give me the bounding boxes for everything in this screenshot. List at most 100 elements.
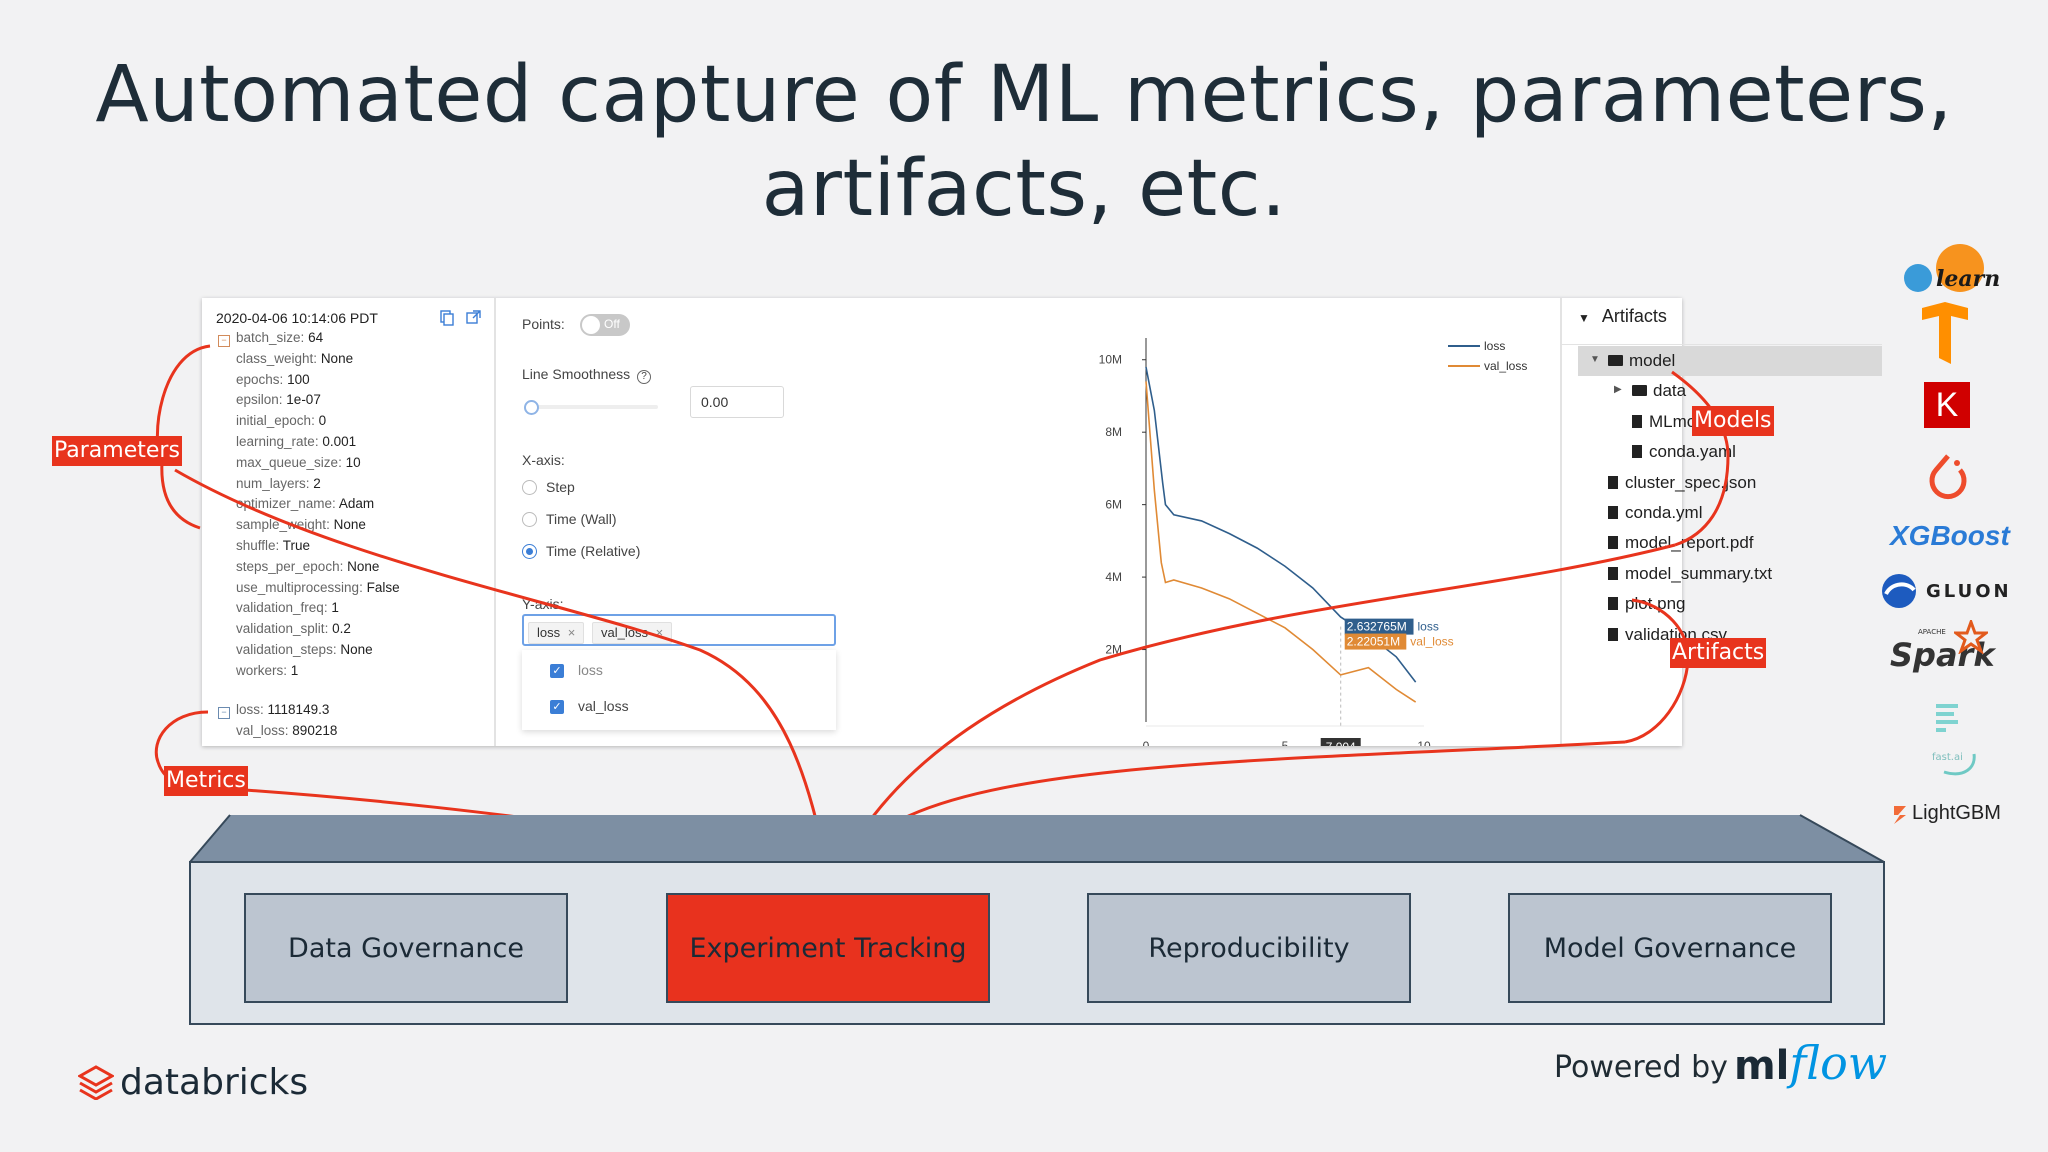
points-toggle[interactable]: Off bbox=[580, 314, 630, 336]
param-key: learning_rate bbox=[236, 434, 315, 449]
y-tick-label: 6M bbox=[1105, 498, 1122, 512]
sklearn-icon bbox=[1904, 244, 1984, 292]
pillar-data-governance: Data Governance bbox=[244, 893, 568, 1003]
param-key: epochs bbox=[236, 371, 280, 387]
toggle-text: Off bbox=[604, 317, 620, 331]
file-icon bbox=[1608, 475, 1618, 489]
mlflow-flow: flow bbox=[1789, 1036, 1888, 1090]
gluon-icon bbox=[1882, 574, 1916, 608]
param-key: class_weight bbox=[236, 350, 314, 366]
sklearn-text: learn bbox=[1936, 266, 2001, 292]
smoothness-text: Line Smoothness bbox=[522, 366, 631, 382]
file-icon bbox=[1608, 506, 1618, 519]
artifacts-header[interactable]: ▼ Artifacts bbox=[1578, 306, 1667, 327]
lightgbm-icon bbox=[1894, 806, 1906, 824]
legend-label: loss bbox=[1484, 339, 1505, 353]
artifact-name: model bbox=[1629, 351, 1676, 370]
models-callout: Models bbox=[1692, 406, 1774, 436]
param-sep: : bbox=[278, 392, 287, 408]
smoothness-input[interactable]: 0.00 bbox=[690, 386, 784, 418]
section-divider bbox=[1560, 298, 1562, 746]
open-external-icon[interactable] bbox=[466, 310, 481, 325]
copy-icon[interactable] bbox=[440, 310, 454, 326]
smoothness-value: 0.00 bbox=[701, 394, 729, 410]
pillar-label: Experiment Tracking bbox=[689, 932, 967, 964]
param-row: class_weight: None bbox=[236, 351, 353, 366]
artifacts-callout: Artifacts bbox=[1670, 638, 1767, 668]
param-sep: : bbox=[338, 454, 346, 470]
folder-icon bbox=[1632, 385, 1647, 397]
spark-small-text: APACHE bbox=[1918, 628, 1946, 636]
param-value: 0.001 bbox=[322, 434, 357, 449]
parameters-callout: Parameters bbox=[52, 436, 182, 466]
param-row: epsilon: 1e-07 bbox=[236, 392, 321, 407]
folder-icon bbox=[1608, 355, 1623, 366]
powered-by-text: Powered by bbox=[1554, 1050, 1728, 1085]
lightgbm-text: LightGBM bbox=[1912, 802, 2001, 824]
spark-star-icon bbox=[1954, 620, 1988, 654]
param-value: 1e-07 bbox=[286, 392, 321, 408]
param-key: initial_epoch bbox=[236, 413, 312, 429]
smoothness-label: Line Smoothness ? bbox=[522, 366, 652, 384]
xgboost-logo: XGBoost bbox=[1890, 520, 2010, 551]
param-sep: : bbox=[314, 434, 323, 449]
selected-row-highlight bbox=[1578, 346, 1882, 376]
platform-edge bbox=[1799, 814, 1885, 863]
pytorch-icon bbox=[1929, 454, 1967, 500]
param-row: epochs: 100 bbox=[236, 372, 310, 387]
toggle-knob bbox=[582, 316, 600, 334]
y-tick-label: 8M bbox=[1105, 425, 1122, 439]
pillar-model-governance: Model Governance bbox=[1508, 893, 1832, 1003]
mlflow-logo: mlflow bbox=[1734, 1036, 1887, 1090]
fastai-text: fast.ai bbox=[1932, 752, 1963, 763]
param-row: batch_size: 64 bbox=[236, 330, 323, 345]
fastai-icon bbox=[1936, 704, 1976, 776]
help-icon[interactable]: ? bbox=[637, 370, 652, 384]
spark-logo: APACHE Spark bbox=[1890, 620, 2000, 686]
collapse-params-icon[interactable]: − bbox=[218, 335, 230, 347]
param-sep: : bbox=[311, 413, 319, 429]
databricks-icon bbox=[78, 1065, 114, 1100]
pillar-reproducibility: Reproducibility bbox=[1087, 893, 1411, 1003]
keras-logo: K bbox=[1924, 382, 1970, 428]
mlflow-ml: ml bbox=[1734, 1043, 1790, 1089]
param-key: max_queue_size bbox=[236, 454, 339, 470]
tensorflow-icon bbox=[1922, 302, 1968, 364]
param-sep: : bbox=[300, 330, 309, 345]
platform-edge bbox=[189, 814, 231, 863]
param-key: batch_size bbox=[236, 330, 301, 345]
param-row: initial_epoch: 0 bbox=[236, 413, 326, 428]
param-value: 10 bbox=[345, 454, 361, 470]
file-icon bbox=[1608, 536, 1618, 550]
caret-down-icon: ▼ bbox=[1578, 311, 1590, 325]
metrics-callout: Metrics bbox=[164, 766, 248, 796]
title-line-1: Automated capture of ML metrics, paramet… bbox=[95, 50, 1953, 140]
run-date: 2020-04-06 10:14:06 PDT bbox=[216, 310, 378, 326]
platform-top-face bbox=[190, 815, 1884, 862]
databricks-text: databricks bbox=[120, 1062, 309, 1103]
title-line-2: artifacts, etc. bbox=[761, 144, 1287, 234]
caret-right-icon[interactable]: ▶ bbox=[1614, 384, 1622, 396]
caret-down-icon[interactable]: ▼ bbox=[1590, 354, 1600, 365]
smoothness-slider-track[interactable] bbox=[524, 400, 658, 415]
param-row: learning_rate: 0.001 bbox=[236, 434, 356, 449]
artifact-folder[interactable]: ▼ model bbox=[1590, 351, 1676, 371]
param-sep: : bbox=[313, 350, 321, 366]
param-value: 100 bbox=[287, 371, 310, 387]
fastai-logo: fast.ai bbox=[1924, 702, 1984, 782]
pillar-label: Reproducibility bbox=[1148, 932, 1350, 964]
param-value: 64 bbox=[308, 330, 324, 345]
artifacts-header-label: Artifacts bbox=[1601, 306, 1667, 326]
framework-logos: learn K XGBoost GLUON APACHE Spark fast.… bbox=[1880, 240, 2048, 840]
points-label: Points: bbox=[522, 316, 565, 332]
slider-handle[interactable] bbox=[524, 400, 539, 415]
artifacts-header-divider bbox=[1562, 344, 1882, 345]
param-key: epsilon bbox=[236, 392, 279, 408]
xaxis-label: X-axis: bbox=[522, 452, 565, 468]
file-icon bbox=[1632, 414, 1642, 428]
legend-label: val_loss bbox=[1484, 359, 1527, 373]
y-tick-label: 10M bbox=[1099, 353, 1122, 367]
param-row: max_queue_size: 10 bbox=[236, 455, 361, 470]
file-icon bbox=[1632, 445, 1642, 459]
param-value: 0 bbox=[318, 413, 327, 429]
